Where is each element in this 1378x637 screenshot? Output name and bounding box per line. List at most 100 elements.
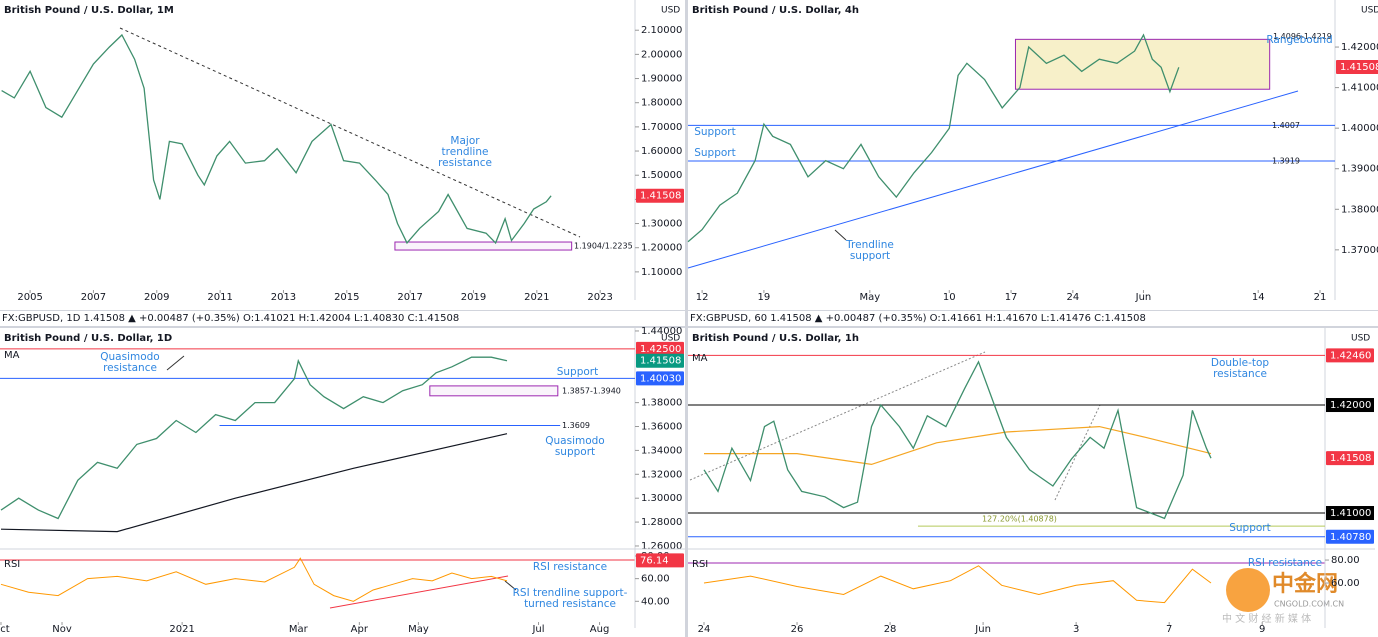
ma-label: MA xyxy=(4,350,20,361)
currency: USD xyxy=(1361,6,1378,16)
price-tag-label: 1.40780 xyxy=(1330,532,1371,543)
price-tag-label: 1.41508 xyxy=(1330,453,1371,464)
x-tick-label: 26 xyxy=(791,624,804,635)
y-tick-label: 40.00 xyxy=(641,596,670,607)
x-tick-label: 2007 xyxy=(81,292,106,303)
header: FX:GBPUSD, 60 1.41508 ▲ +0.00487 (+0.35%… xyxy=(690,313,1146,324)
ma-label: MA xyxy=(692,353,708,364)
y-tick-label: 60.00 xyxy=(1331,578,1360,589)
x-tick-label: 2019 xyxy=(461,292,486,303)
rsi-label: RSI xyxy=(4,559,20,570)
ma-line xyxy=(0,433,508,533)
y-tick-label: 1.60000 xyxy=(641,146,682,157)
price-tag-label: 1.42500 xyxy=(640,344,681,355)
x-tick-label: Jul xyxy=(531,624,544,635)
rsi-line xyxy=(0,557,508,602)
y-tick-label: 60.00 xyxy=(641,574,670,585)
x-tick-label: 2011 xyxy=(207,292,232,303)
y-tick-label: 1.32000 xyxy=(641,469,682,480)
zone-label: 1.1904/1.2235 xyxy=(574,242,633,251)
zone xyxy=(1014,38,1271,90)
price-line xyxy=(703,360,1212,520)
price-tag-label: 1.41508 xyxy=(1340,62,1378,73)
y-tick-label: 1.70000 xyxy=(641,122,682,133)
annotation: Major trendline resistance xyxy=(438,135,492,169)
level-text: Double-top resistance xyxy=(1210,357,1270,380)
fib-line xyxy=(689,351,986,481)
y-tick-label: 1.42000 xyxy=(1341,42,1378,53)
x-tick-label: 19 xyxy=(758,292,771,303)
price-tag xyxy=(1326,348,1374,363)
rsi-label: RSI xyxy=(692,559,708,570)
x-tick-label: 24 xyxy=(698,624,711,635)
annotation: RSI resistance xyxy=(1247,557,1323,569)
chart-title: British Pound / U.S. Dollar, 1M xyxy=(4,5,174,16)
price-tag xyxy=(636,188,684,203)
x-tick-label: Apr xyxy=(351,624,369,635)
price-tag xyxy=(636,553,684,568)
tick-box xyxy=(1326,398,1374,413)
y-tick-label: 1.38000 xyxy=(1341,204,1378,215)
arrow xyxy=(504,580,517,591)
x-tick-label: 2009 xyxy=(144,292,169,303)
ma-line xyxy=(704,425,1212,466)
annotation: Trendline support xyxy=(846,239,894,262)
zone-label: 1.4096-1.4219 xyxy=(1273,32,1332,41)
price-line xyxy=(0,356,508,520)
y-tick-label: 1.40000 xyxy=(1341,123,1378,134)
level-text: Quasimodo support xyxy=(545,435,605,458)
x-tick-label: 2021 xyxy=(524,292,549,303)
x-tick-label: 28 xyxy=(884,624,897,635)
y-tick-label: 1.28000 xyxy=(641,517,682,528)
price-line xyxy=(687,33,1180,243)
level-text: Support xyxy=(556,366,599,378)
y-tick-label: 1.37000 xyxy=(1341,245,1378,256)
x-tick-label: Oct xyxy=(0,624,10,635)
currency: USD xyxy=(661,334,680,344)
x-tick-label: 2015 xyxy=(334,292,359,303)
y-tick-label: 1.50000 xyxy=(641,170,682,181)
x-tick-label: 24 xyxy=(1066,292,1079,303)
y-tick-label: 1.30000 xyxy=(641,219,682,230)
currency: USD xyxy=(661,6,680,16)
x-tick-label: May xyxy=(859,292,880,303)
rsi-trendline xyxy=(329,575,509,609)
watermark-logo xyxy=(1226,568,1270,612)
level-label: 1.3919 xyxy=(1272,157,1300,166)
chart-title: British Pound / U.S. Dollar, 1D xyxy=(4,333,172,344)
x-tick-label: Nov xyxy=(52,624,72,635)
y-tick-label: 1.38000 xyxy=(641,398,682,409)
y-tick-label: 1.10000 xyxy=(641,267,682,278)
watermark: 中金网 xyxy=(1272,571,1338,597)
y-tick-label: 1.90000 xyxy=(641,74,682,85)
zone-label: 1.3857-1.3940 xyxy=(562,386,621,395)
y-tick-label: 1.34000 xyxy=(641,445,682,456)
annotation: RSI resistance xyxy=(532,561,608,573)
level-text: Quasimodo resistance xyxy=(100,351,160,374)
y-tick-label: 2.00000 xyxy=(641,49,682,60)
level-text: Support xyxy=(694,126,736,138)
price-tag xyxy=(636,371,684,386)
header: FX:GBPUSD, 1D 1.41508 ▲ +0.00487 (+0.35%… xyxy=(2,313,459,324)
x-tick-label: Jun xyxy=(1135,292,1152,303)
x-tick-label: 9 xyxy=(1259,624,1265,635)
divider xyxy=(0,310,1378,311)
x-tick-label: 2017 xyxy=(397,292,422,303)
y-tick-label: 1.80000 xyxy=(641,98,682,109)
x-tick-label: 17 xyxy=(1005,292,1018,303)
x-tick-label: 10 xyxy=(943,292,956,303)
y-tick-label: 1.20000 xyxy=(641,243,682,254)
chart-title: British Pound / U.S. Dollar, 1h xyxy=(692,333,859,344)
price-tag-label: 76.14 xyxy=(640,555,669,566)
x-tick-label: Aug xyxy=(590,624,610,635)
x-tick-label: 21 xyxy=(1314,292,1327,303)
y-tick-label: 80.00 xyxy=(1331,555,1360,566)
rsi-line xyxy=(703,565,1212,604)
watermark: 中 文 财 经 新 媒 体 xyxy=(1222,612,1311,625)
x-tick-label: 3 xyxy=(1073,624,1079,635)
annotation: Rangebound xyxy=(1266,34,1333,46)
trendline xyxy=(687,90,1299,269)
price-tag-label: 1.41508 xyxy=(640,356,681,367)
